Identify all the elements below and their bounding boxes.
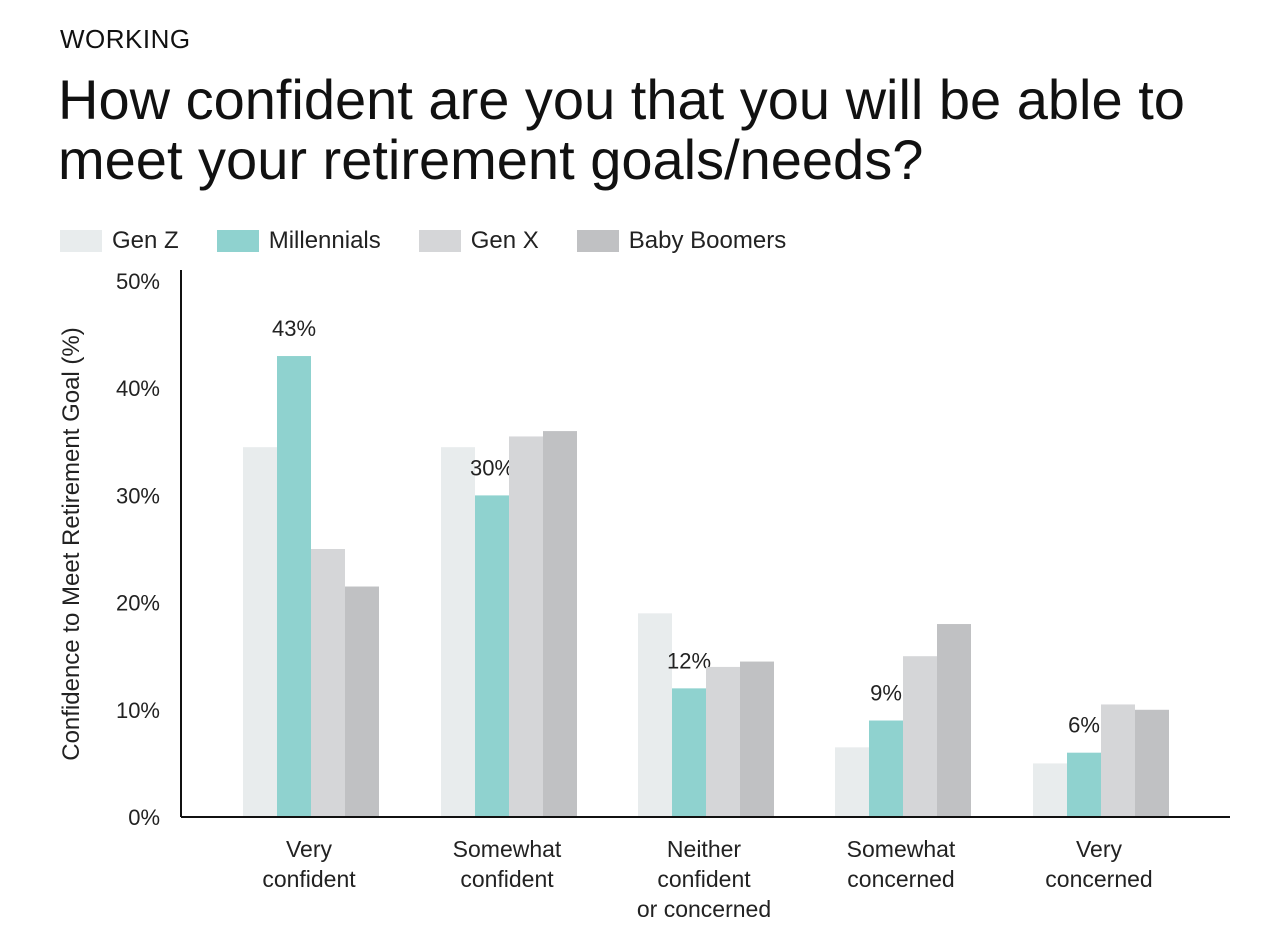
- y-tick-label: 10%: [116, 698, 160, 723]
- bar: [903, 656, 937, 817]
- legend-item: Gen Z: [60, 227, 179, 255]
- chart-legend: Gen Z Millennials Gen X Baby Boomers: [60, 226, 824, 256]
- bar: [277, 356, 311, 817]
- legend-item: Baby Boomers: [576, 227, 787, 255]
- x-tick-label: confident: [262, 866, 356, 892]
- x-tick-label: or concerned: [637, 896, 771, 922]
- x-tick-label: Very: [1076, 836, 1123, 862]
- x-tick-label: concerned: [847, 866, 954, 892]
- legend-swatch: [576, 230, 619, 252]
- y-tick-label: 40%: [116, 376, 160, 401]
- x-tick-label: concerned: [1045, 866, 1152, 892]
- bar: [937, 624, 971, 817]
- bar: [1067, 752, 1101, 817]
- bar: [441, 447, 475, 817]
- legend-label: Gen Z: [112, 227, 179, 254]
- y-tick-label: 50%: [116, 269, 160, 294]
- bar: [509, 436, 543, 817]
- bar: [706, 666, 740, 817]
- x-tick-label: Very: [286, 836, 333, 862]
- y-tick-label: 0%: [128, 805, 160, 830]
- x-tick-label: Somewhat: [453, 836, 562, 862]
- legend-label: Gen X: [470, 227, 539, 254]
- legend-swatch: [418, 230, 461, 252]
- y-axis-label: Confidence to Meet Retirement Goal (%): [58, 327, 85, 761]
- data-label: 30%: [470, 455, 514, 480]
- legend-item: Gen X: [418, 227, 539, 255]
- bar: [638, 613, 672, 817]
- bar: [869, 720, 903, 817]
- bar: [672, 688, 706, 817]
- bar: [345, 586, 379, 817]
- x-tick-label: confident: [460, 866, 554, 892]
- y-tick-label: 30%: [116, 483, 160, 508]
- data-label: 9%: [870, 681, 902, 706]
- legend-label: Millennials: [268, 227, 381, 254]
- x-tick-label: confident: [657, 866, 751, 892]
- bar: [1101, 704, 1135, 817]
- legend-swatch: [60, 230, 102, 252]
- bar: [475, 495, 509, 817]
- bar: [1135, 709, 1169, 817]
- bar: [311, 549, 345, 817]
- page-title: How confident are you that you will be a…: [58, 68, 1185, 191]
- data-label: 12%: [667, 648, 711, 673]
- bar: [543, 431, 577, 817]
- x-tick-label: Neither: [667, 836, 741, 862]
- legend-swatch: [216, 230, 259, 252]
- legend-item: Millennials: [216, 227, 381, 255]
- eyebrow-label: WORKING: [60, 24, 191, 54]
- bar: [1033, 763, 1067, 817]
- data-label: 6%: [1068, 713, 1100, 738]
- bar: [243, 447, 277, 817]
- legend-label: Baby Boomers: [628, 227, 787, 254]
- y-tick-label: 20%: [116, 591, 160, 616]
- bar: [740, 661, 774, 817]
- bar: [835, 747, 869, 817]
- data-label: 43%: [272, 316, 316, 341]
- x-tick-label: Somewhat: [847, 836, 956, 862]
